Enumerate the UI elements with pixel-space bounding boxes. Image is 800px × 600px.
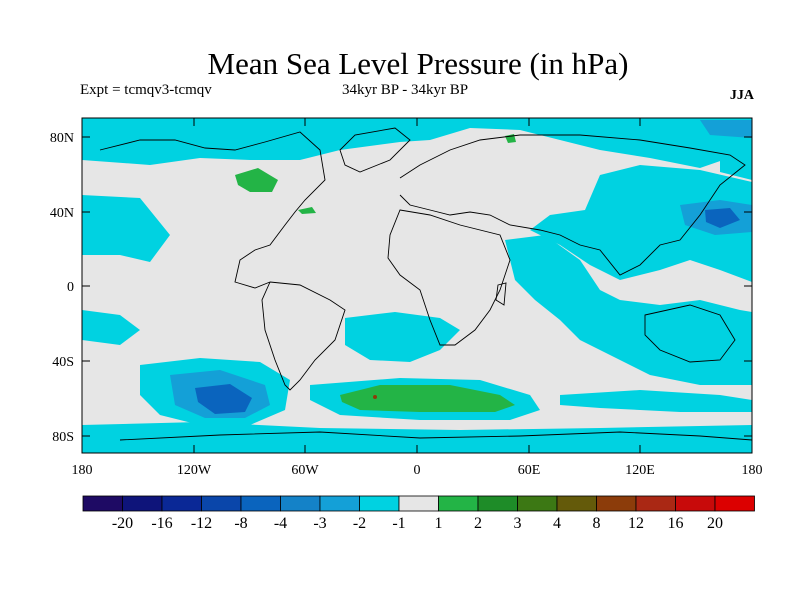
map-title: Mean Sea Level Pressure (in hPa) <box>207 46 629 81</box>
colorbar-swatch <box>517 495 558 512</box>
colorbar-label: -3 <box>313 515 326 532</box>
colorbar-swatch <box>319 495 360 512</box>
colorbar-swatch <box>477 495 518 512</box>
colorbar-label: -1 <box>392 515 405 532</box>
lon-label-180w: 180 <box>72 463 93 478</box>
colorbar-swatch <box>714 495 755 512</box>
lon-label-0: 0 <box>414 463 421 478</box>
lon-label-60w: 60W <box>291 463 319 478</box>
lon-label-120e: 120E <box>625 463 655 478</box>
lat-label-80s: 80S <box>52 430 74 445</box>
colorbar-label: 4 <box>553 515 561 532</box>
colorbar-swatch <box>82 495 123 512</box>
colorbar-swatch <box>398 495 439 512</box>
colorbar-label: 1 <box>435 515 443 532</box>
colorbar-swatch <box>635 495 676 512</box>
colorbar-label: -4 <box>274 515 287 532</box>
colorbar-label: 20 <box>707 515 723 532</box>
colorbar-swatch <box>201 495 242 512</box>
map-field <box>82 118 752 453</box>
lon-label-180e: 180 <box>742 463 763 478</box>
colorbar-swatch <box>161 495 202 512</box>
colorbar-label: -12 <box>191 515 212 532</box>
colorbar-label: -8 <box>234 515 247 532</box>
coastlines <box>99 127 752 441</box>
colorbar: -20 -16 -12 -8 -4 -3 -2 -1 1 2 3 4 8 12 16 20 <box>82 495 755 532</box>
colorbar-swatch <box>240 495 281 512</box>
period-label: 34kyr BP - 34kyr BP <box>342 82 469 98</box>
colorbar-label: 2 <box>474 515 482 532</box>
colorbar-label: 3 <box>514 515 522 532</box>
colorbar-label: 12 <box>628 515 644 532</box>
colorbar-label: -2 <box>353 515 366 532</box>
lon-label-120w: 120W <box>177 463 212 478</box>
colorbar-swatch <box>556 495 597 512</box>
lat-label-40n: 40N <box>50 206 74 221</box>
colorbar-label: -16 <box>151 515 172 532</box>
lat-label-40s: 40S <box>52 355 74 370</box>
lat-label-80n: 80N <box>50 131 74 146</box>
lat-label-0: 0 <box>67 280 74 295</box>
max-positive-spot <box>373 395 377 399</box>
axis-ticks <box>82 118 752 453</box>
colorbar-swatch <box>675 495 716 512</box>
colorbar-label: 8 <box>593 515 601 532</box>
colorbar-swatch <box>122 495 163 512</box>
experiment-label: Expt = tcmqv3-tcmqv <box>80 82 212 98</box>
strong-negative-regions <box>195 208 740 414</box>
lon-label-60e: 60E <box>518 463 541 478</box>
colorbar-label: 16 <box>668 515 684 532</box>
colorbar-swatch <box>280 495 321 512</box>
colorbar-swatch <box>596 495 637 512</box>
colorbar-label: -20 <box>112 515 133 532</box>
colorbar-swatch <box>359 495 400 512</box>
season-label: JJA <box>729 88 754 103</box>
colorbar-swatch <box>438 495 479 512</box>
